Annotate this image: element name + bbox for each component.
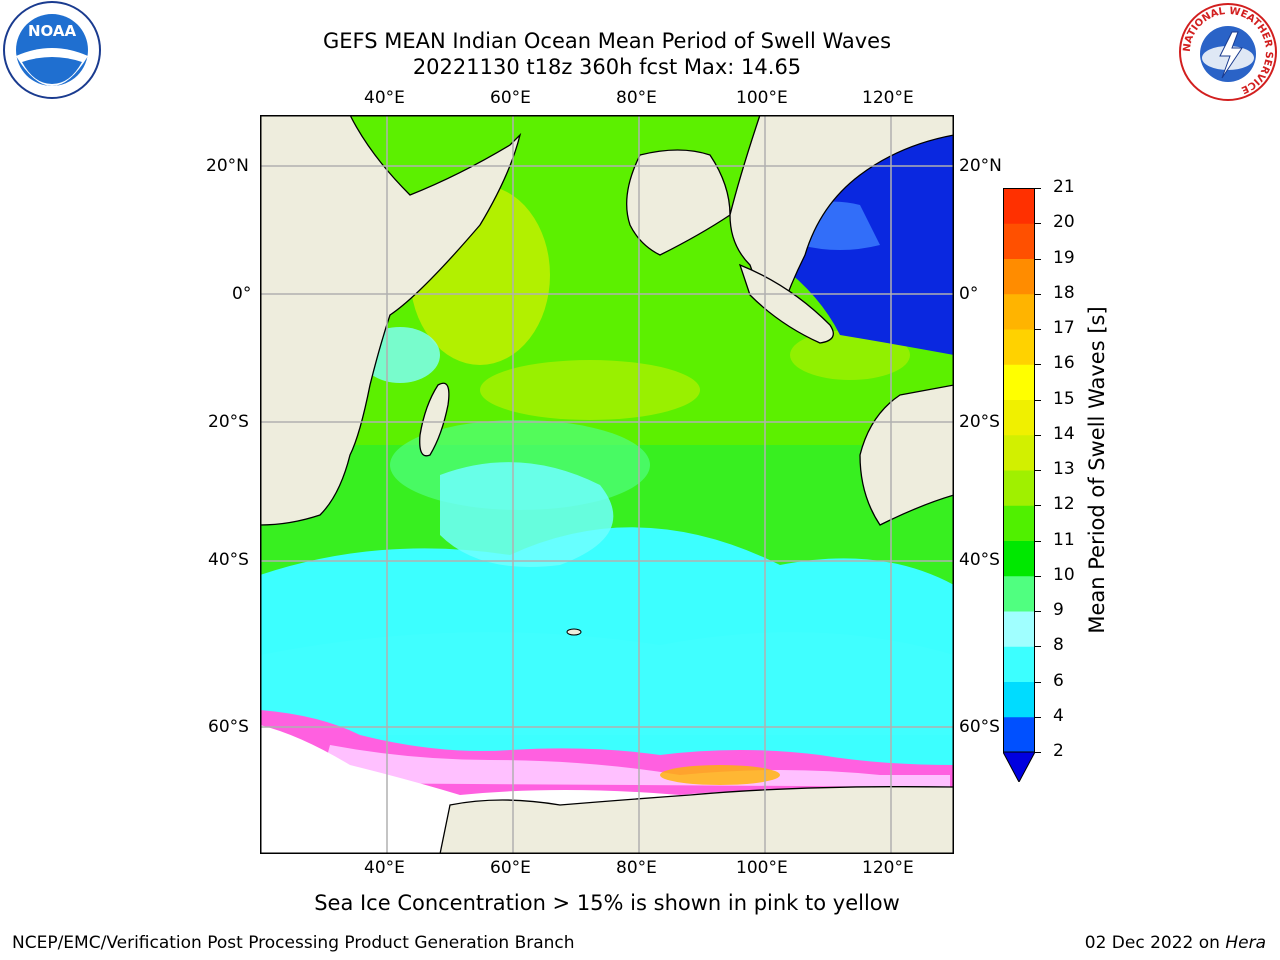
lat-label-left-20n: 20°N — [206, 156, 249, 176]
colorbar-tick — [1035, 434, 1041, 436]
colorbar — [1002, 188, 1036, 784]
antarctica-landmass — [439, 786, 954, 854]
colorbar-tick-label: 19 — [1053, 247, 1075, 268]
lat-label-right-40s: 40°S — [959, 550, 1000, 570]
colorbar-title: Mean Period of Swell Waves [s] — [1085, 306, 1109, 634]
colorbar-tick — [1035, 470, 1041, 471]
noaa-logo: NOAA — [0, 0, 104, 104]
colorbar-tick-label: 21 — [1053, 177, 1075, 197]
colorbar-tick — [1035, 258, 1041, 260]
colorbar-segment — [1003, 434, 1035, 471]
colorbar-tick — [1035, 223, 1041, 225]
australia-landmass — [859, 384, 954, 526]
lat-label-right-20s: 20°S — [959, 412, 1000, 432]
colorbar-under-arrow — [1002, 751, 1036, 784]
colorbar-tick — [1035, 188, 1041, 189]
colorbar-tick — [1035, 505, 1041, 507]
lat-label-right-20n: 20°N — [959, 156, 1002, 176]
colorbar-segment — [1003, 540, 1035, 577]
swell-period-map — [260, 115, 954, 854]
colorbar-segment — [1003, 470, 1035, 506]
colorbar-tick — [1035, 646, 1041, 648]
colorbar-tick — [1035, 364, 1041, 366]
colorbar-segment — [1003, 329, 1035, 365]
colorbar-tick — [1035, 399, 1041, 401]
colorbar-tick — [1035, 611, 1041, 612]
lat-label-right-0: 0° — [959, 284, 979, 304]
lat-label-left-40s: 40°S — [208, 550, 249, 570]
lon-label-top-120e: 120°E — [862, 88, 914, 108]
lat-label-left-20s: 20°S — [208, 412, 249, 432]
colorbar-segment — [1003, 575, 1035, 612]
colorbar-tick-label: 11 — [1053, 529, 1075, 550]
lon-label-top-60e: 60°E — [490, 88, 531, 108]
colorbar-segment — [1003, 646, 1035, 682]
colorbar-segment — [1003, 611, 1035, 647]
colorbar-tick-label: 8 — [1053, 635, 1064, 656]
colorbar-tick — [1035, 575, 1041, 577]
colorbar-tick — [1035, 752, 1041, 753]
colorbar-tick — [1035, 293, 1041, 295]
colorbar-tick-label: 17 — [1053, 318, 1075, 338]
colorbar-frame — [1003, 188, 1035, 752]
colorbar-tick-label: 2 — [1053, 741, 1064, 761]
colorbar-tick-label: 20 — [1053, 212, 1075, 233]
map-frame — [260, 115, 954, 854]
colorbar-tick-label: 14 — [1053, 423, 1075, 444]
noaa-logo-text: NOAA — [28, 22, 77, 40]
host-name: Hera — [1225, 933, 1266, 953]
sea-ice-orange-patch — [660, 765, 780, 785]
lon-label-bottom-60e: 60°E — [490, 858, 531, 878]
colorbar-segment — [1003, 364, 1035, 400]
chart-subtitle: 20221130 t18z 360h fcst Max: 14.65 — [412, 55, 802, 79]
lat-label-right-60s: 60°S — [959, 717, 1000, 737]
central-high-period-band — [480, 360, 700, 420]
colorbar-tick — [1035, 540, 1041, 542]
kerguelen-island — [566, 628, 582, 636]
madagascar — [419, 382, 450, 457]
colorbar-segment — [1003, 258, 1035, 295]
colorbar-segment — [1003, 716, 1035, 753]
colorbar-tick-label: 12 — [1053, 494, 1075, 515]
colorbar-tick — [1035, 716, 1041, 718]
colorbar-segment — [1003, 681, 1035, 718]
lat-label-left-0: 0° — [232, 284, 252, 304]
lon-label-top-40e: 40°E — [364, 88, 405, 108]
no-data-region-west — [260, 725, 490, 854]
india-landmass — [626, 149, 731, 256]
sea-ice-light-band — [320, 745, 950, 787]
colorbar-tick — [1035, 681, 1041, 683]
lon-label-bottom-40e: 40°E — [364, 858, 405, 878]
generation-date: 02 Dec 2022 on Hera — [1085, 933, 1266, 953]
colorbar-tick-label: 16 — [1053, 353, 1075, 374]
nws-logo: NATIONAL WEATHER SERVICE — [1176, 0, 1280, 104]
lon-label-bottom-80e: 80°E — [616, 858, 657, 878]
lat-label-left-60s: 60°S — [208, 717, 249, 737]
colorbar-tick-label: 6 — [1053, 670, 1064, 691]
colorbar-segment — [1003, 399, 1035, 436]
colorbar-segment — [1003, 223, 1035, 259]
colorbar-segment — [1003, 505, 1035, 541]
chart-title: GEFS MEAN Indian Ocean Mean Period of Sw… — [322, 29, 892, 53]
lon-label-top-80e: 80°E — [616, 88, 657, 108]
colorbar-tick-label: 15 — [1053, 388, 1075, 409]
colorbar-segment — [1003, 188, 1035, 224]
lon-label-bottom-120e: 120°E — [862, 858, 914, 878]
colorbar-tick-label: 18 — [1053, 282, 1075, 303]
south-central-cyan-patch — [440, 462, 614, 567]
lon-label-bottom-100e: 100°E — [736, 858, 788, 878]
colorbar-tick-label: 4 — [1053, 705, 1064, 726]
sumatra — [738, 263, 834, 344]
date-text: 02 Dec 2022 on — [1084, 933, 1220, 953]
colorbar-tick — [1035, 329, 1041, 330]
lon-label-top-100e: 100°E — [736, 88, 788, 108]
colorbar-tick-label: 9 — [1053, 600, 1064, 620]
colorbar-tick-label: 13 — [1053, 459, 1075, 479]
credit-text: NCEP/EMC/Verification Post Processing Pr… — [12, 933, 575, 953]
graticule — [260, 115, 954, 854]
sea-ice-note: Sea Ice Concentration > 15% is shown in … — [314, 891, 900, 915]
colorbar-tick-label: 10 — [1053, 564, 1075, 585]
southern-ocean-band-2 — [260, 632, 954, 735]
colorbar-segment — [1003, 293, 1035, 330]
